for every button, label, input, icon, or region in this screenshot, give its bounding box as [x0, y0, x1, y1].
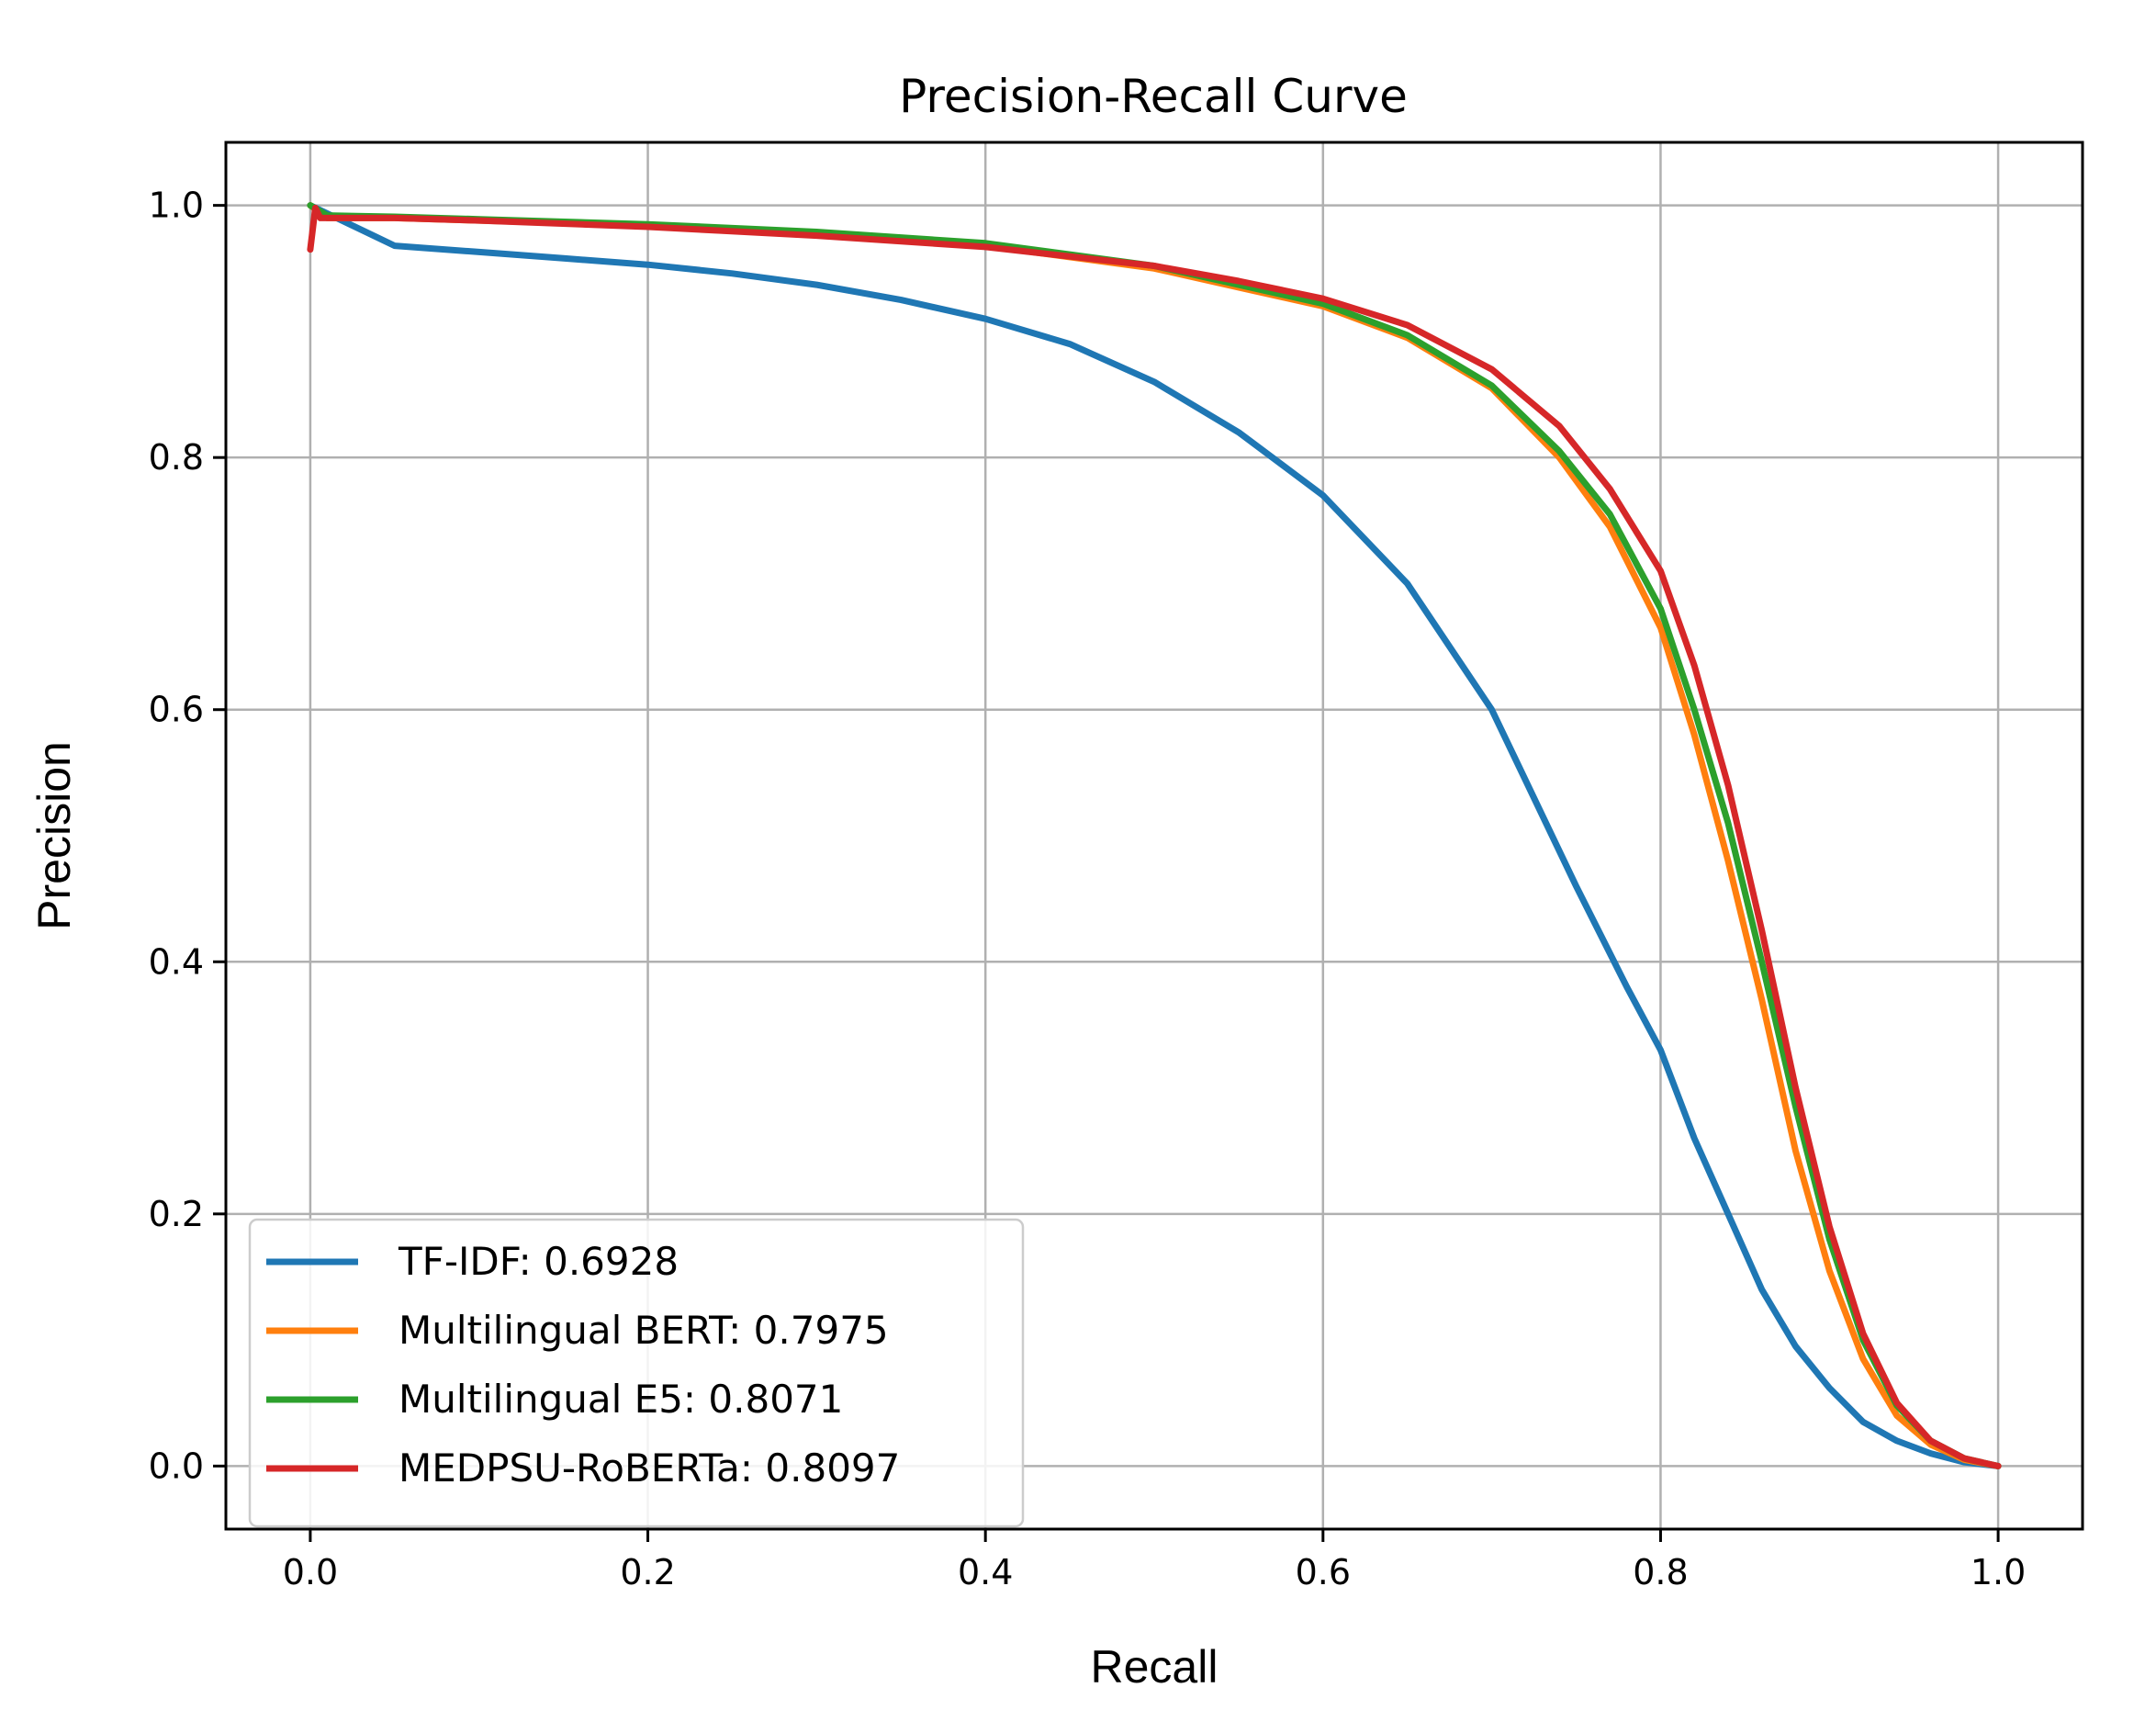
- axis-ticks: 0.0 0.2 0.4 0.6 0.8 1.0 0.0 0.2 0.4 0.6 0.8 1.0: [149, 186, 2027, 1592]
- y-tick-label: 0.0: [149, 1446, 204, 1486]
- grid: [226, 142, 2083, 1529]
- x-tick-label: 0.0: [283, 1552, 338, 1592]
- plot-frame: [224, 141, 2084, 1531]
- y-tick-label: 1.0: [149, 186, 204, 226]
- legend-label-4: MEDPSU-RoBERTa: 0.8097: [399, 1446, 900, 1491]
- chart-title: Precision-Recall Curve: [899, 70, 1408, 123]
- x-tick-label: 0.4: [958, 1552, 1013, 1592]
- y-axis-label: Precision: [28, 741, 80, 930]
- legend: TF-IDF: 0.6928 Multilingual BERT: 0.7975 M…: [248, 1218, 1025, 1528]
- y-tick-label: 0.6: [149, 690, 204, 730]
- y-tick-label: 0.4: [149, 941, 204, 982]
- x-tick-label: 1.0: [1971, 1552, 2026, 1592]
- x-tick-label: 0.8: [1633, 1552, 1688, 1592]
- legend-label-2: Multilingual BERT: 0.7975: [399, 1308, 889, 1353]
- y-tick-label: 0.2: [149, 1194, 204, 1234]
- x-tick-label: 0.2: [620, 1552, 675, 1592]
- legend-box: [248, 1218, 1025, 1528]
- x-tick-label: 0.6: [1296, 1552, 1351, 1592]
- series-line-4: [307, 204, 2002, 1469]
- x-axis-label: Recall: [1091, 1641, 1218, 1693]
- series-line-1: [307, 202, 2002, 1469]
- plot-series: [307, 202, 2002, 1469]
- y-tick-label: 0.8: [149, 437, 204, 478]
- legend-label-3: Multilingual E5: 0.8071: [399, 1377, 843, 1422]
- legend-label-1: TF-IDF: 0.6928: [398, 1239, 679, 1284]
